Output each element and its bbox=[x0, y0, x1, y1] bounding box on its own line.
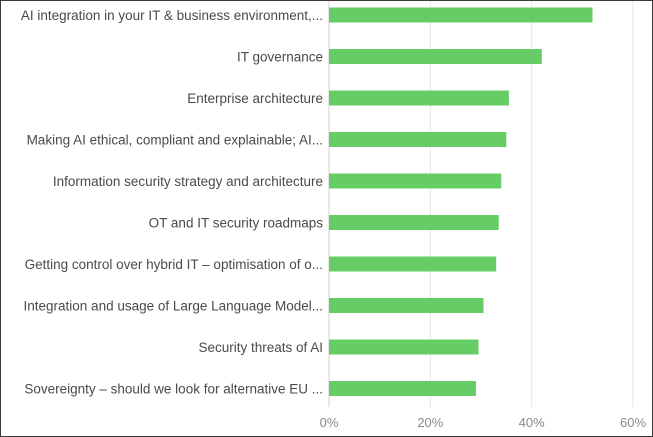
category-label: Information security strategy and archit… bbox=[53, 174, 323, 189]
category-label: Getting control over hybrid IT – optimis… bbox=[25, 257, 323, 272]
category-label: AI integration in your IT & business env… bbox=[21, 8, 323, 23]
bar[interactable] bbox=[329, 7, 593, 23]
category-label: Sovereignty – should we look for alterna… bbox=[24, 382, 323, 397]
bar[interactable] bbox=[329, 173, 502, 189]
bar[interactable] bbox=[329, 381, 476, 396]
x-tick-label: 20% bbox=[417, 415, 443, 430]
bar[interactable] bbox=[329, 339, 479, 355]
x-axis-ticks: 0% 20% 40% 60% bbox=[320, 415, 647, 430]
bars bbox=[329, 7, 593, 396]
bar[interactable] bbox=[329, 298, 484, 313]
x-tick-label: 40% bbox=[519, 415, 545, 430]
x-tick-label: 0% bbox=[320, 415, 339, 430]
category-label: IT governance bbox=[237, 50, 323, 65]
x-tick-label: 60% bbox=[620, 415, 646, 430]
gridlines bbox=[328, 1, 634, 407]
bar[interactable] bbox=[329, 132, 507, 147]
bar[interactable] bbox=[329, 90, 509, 106]
category-label: Making AI ethical, compliant and explain… bbox=[27, 133, 323, 148]
category-label: OT and IT security roadmaps bbox=[149, 216, 324, 231]
category-label: Enterprise architecture bbox=[187, 91, 323, 106]
category-labels: AI integration in your IT & business env… bbox=[21, 8, 323, 397]
category-label: Integration and usage of Large Language … bbox=[24, 299, 323, 314]
category-label: Security threats of AI bbox=[198, 340, 323, 355]
bar[interactable] bbox=[329, 49, 542, 64]
bar[interactable] bbox=[329, 215, 499, 230]
bar[interactable] bbox=[329, 256, 497, 272]
